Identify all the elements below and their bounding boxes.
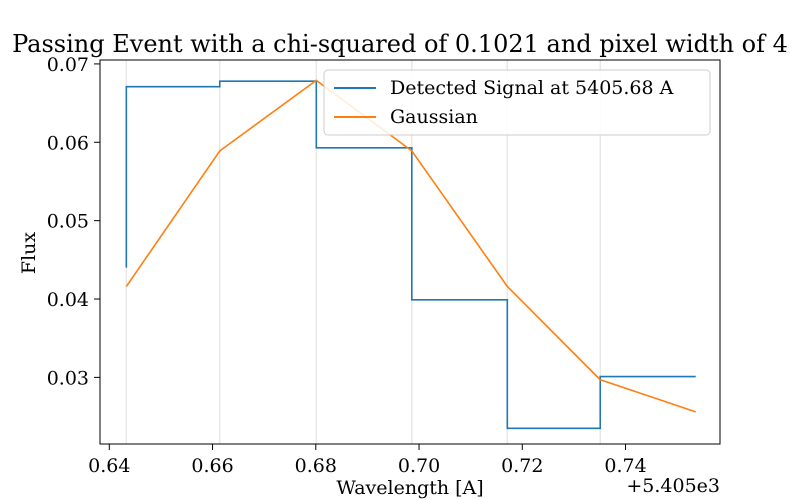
data-point-1-2 (314, 78, 319, 83)
x-axis-label: Wavelength [A] (336, 477, 483, 499)
legend: Detected Signal at 5405.68 A Gaussian (323, 69, 711, 136)
chart-title: Passing Event with a chi-squared of 0.10… (12, 30, 788, 58)
x-axis-ticks: 0.64 0.66 0.68 0.70 0.72 0.74 (88, 444, 647, 477)
x-tick-label: 0.68 (295, 455, 337, 477)
data-point-1-5 (598, 377, 603, 382)
legend-label-detected-signal: Detected Signal at 5405.68 A (390, 77, 674, 99)
data-point-0-2 (217, 79, 222, 84)
plot-frame (99, 59, 721, 445)
data-point-1-6 (693, 409, 698, 414)
x-tick-label: 0.70 (398, 455, 440, 477)
data-point-1-1 (217, 148, 222, 153)
data-point-0-1 (124, 84, 129, 89)
data-point-1-4 (505, 284, 510, 289)
data-point-0-3 (314, 145, 319, 150)
legend-box (323, 69, 711, 136)
x-axis-offset-label: +5.405e3 (626, 475, 720, 497)
y-axis-label: Flux (18, 232, 40, 274)
y-tick-label: 0.05 (47, 211, 89, 233)
series-layer (124, 78, 698, 431)
series-line-gaussian (125, 79, 696, 413)
x-tick-label: 0.72 (501, 455, 543, 477)
data-point-1-0 (124, 284, 129, 289)
data-point-0-4 (409, 297, 414, 302)
y-tick-label: 0.04 (47, 289, 89, 311)
data-point-0-7 (693, 374, 698, 379)
y-tick-label: 0.07 (47, 54, 89, 76)
x-tick-label: 0.74 (604, 455, 646, 477)
data-point-0-0 (124, 265, 129, 270)
x-tick-label: 0.64 (88, 455, 130, 477)
y-tick-label: 0.03 (47, 367, 89, 389)
y-axis-ticks: 0.03 0.04 0.05 0.06 0.07 (47, 54, 100, 389)
x-tick-label: 0.66 (191, 455, 233, 477)
legend-label-gaussian: Gaussian (390, 106, 478, 128)
data-point-1-3 (409, 148, 414, 153)
series-line-detected-signal (125, 80, 696, 430)
data-point-0-5 (505, 426, 510, 431)
y-tick-label: 0.06 (47, 132, 89, 154)
